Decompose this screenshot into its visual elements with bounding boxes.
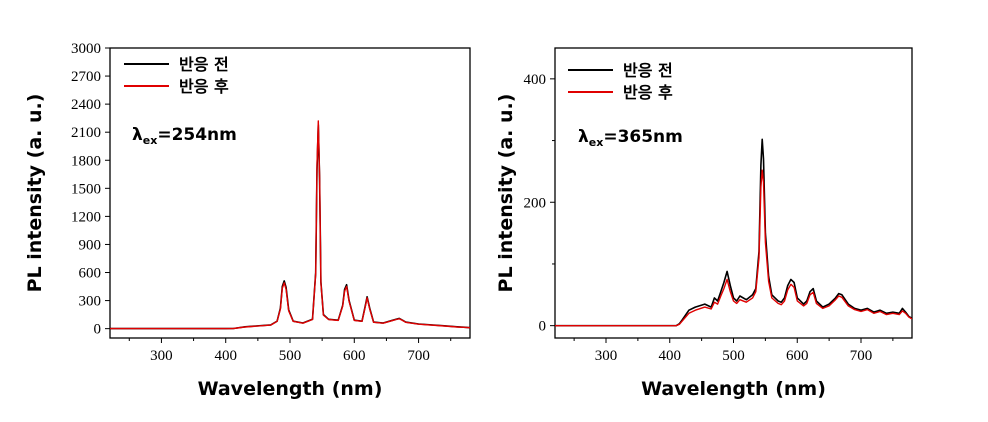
x-tick-label: 400: [659, 348, 682, 364]
x-axis-title: Wavelength (nm): [198, 378, 383, 400]
x-tick-label: 600: [343, 348, 366, 364]
y-tick-label: 900: [79, 237, 102, 253]
y-tick-label: 1800: [71, 153, 101, 169]
x-tick-label: 700: [407, 348, 430, 364]
annotation-subscript: ex: [589, 136, 604, 149]
y-tick-label: 200: [524, 195, 547, 211]
chart-panel-2: 300 400 500 600 700 0 200 400 Wavelength (nm) PL …: [495, 47, 913, 400]
legend-label: 반응 후: [623, 83, 673, 102]
y-tick-label: 0: [539, 319, 547, 335]
x-tick-label: 300: [595, 348, 618, 364]
x-tick-label: 400: [214, 348, 237, 364]
x-axis-title: Wavelength (nm): [641, 378, 826, 400]
series-line-1: [110, 123, 470, 330]
series-line-2: [110, 120, 470, 330]
annotation-value: =365nm: [603, 127, 683, 147]
y-tick-label: 2700: [71, 69, 101, 85]
annotation-value: =254nm: [157, 125, 237, 145]
excitation-annotation: λex=365nm: [578, 127, 683, 149]
x-tick-label: 500: [279, 348, 302, 364]
legend-label: 반응 전: [623, 61, 673, 80]
y-tick-label: 600: [79, 266, 102, 282]
y-tick-label: 1200: [71, 209, 101, 225]
y-axis-title: PL intensity (a. u.): [495, 94, 517, 293]
annotation-subscript: ex: [143, 134, 158, 147]
y-tick-label: 0: [94, 322, 102, 338]
series-line-2: [555, 169, 912, 327]
legend-label: 반응 전: [179, 55, 229, 74]
x-tick-label: 500: [722, 348, 745, 364]
x-tick-label: 700: [850, 348, 873, 364]
chart-panel-1: 300 400 500 600 700 0 300 600 900 1200 1500 1800 210…: [24, 41, 471, 400]
y-tick-label: 400: [524, 72, 547, 88]
annotation-symbol: λ: [132, 125, 143, 145]
y-tick-label: 1500: [71, 181, 101, 197]
y-axis-title: PL intensity (a. u.): [24, 94, 46, 293]
excitation-annotation: λex=254nm: [132, 125, 237, 147]
plot-frame: [109, 47, 471, 339]
y-tick-label: 300: [79, 294, 102, 310]
annotation-symbol: λ: [578, 127, 589, 147]
x-tick-label: 600: [786, 348, 809, 364]
y-tick-label: 2400: [71, 97, 101, 113]
legend-label: 반응 후: [179, 77, 229, 96]
y-tick-label: 3000: [71, 41, 101, 57]
series-line-1: [555, 138, 912, 327]
y-tick-label: 2100: [71, 125, 101, 141]
x-tick-label: 300: [150, 348, 173, 364]
